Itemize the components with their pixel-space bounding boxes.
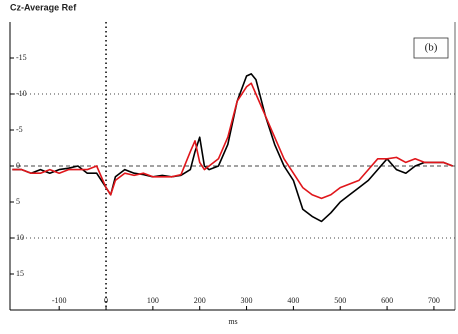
line-series [12, 82, 453, 200]
chart-title: Cz-Average Ref [10, 2, 77, 12]
x-tick-label: 400 [287, 296, 299, 305]
y-tick-label: -10 [16, 89, 27, 98]
x-tick-label: 500 [334, 296, 346, 305]
y-tick-label: 10 [16, 233, 24, 242]
x-tick-label: 0 [104, 296, 108, 305]
line-series [12, 73, 453, 223]
x-tick-label: 200 [194, 296, 206, 305]
x-tick-label: 300 [241, 296, 253, 305]
annotation: (b) [425, 42, 438, 54]
y-tick-label: -15 [16, 53, 27, 62]
y-tick-label: 15 [16, 269, 24, 278]
y-tick-label: 5 [16, 197, 20, 206]
x-tick-label: 100 [147, 296, 159, 305]
x-tick-label: -100 [52, 296, 67, 305]
y-tick-label: -5 [16, 125, 23, 134]
x-tick-label: 600 [381, 296, 393, 305]
y-tick-label: 0 [16, 161, 20, 170]
x-tick-label: 700 [428, 296, 440, 305]
x-axis-label: ms [228, 317, 237, 326]
annotation-box [413, 37, 449, 59]
